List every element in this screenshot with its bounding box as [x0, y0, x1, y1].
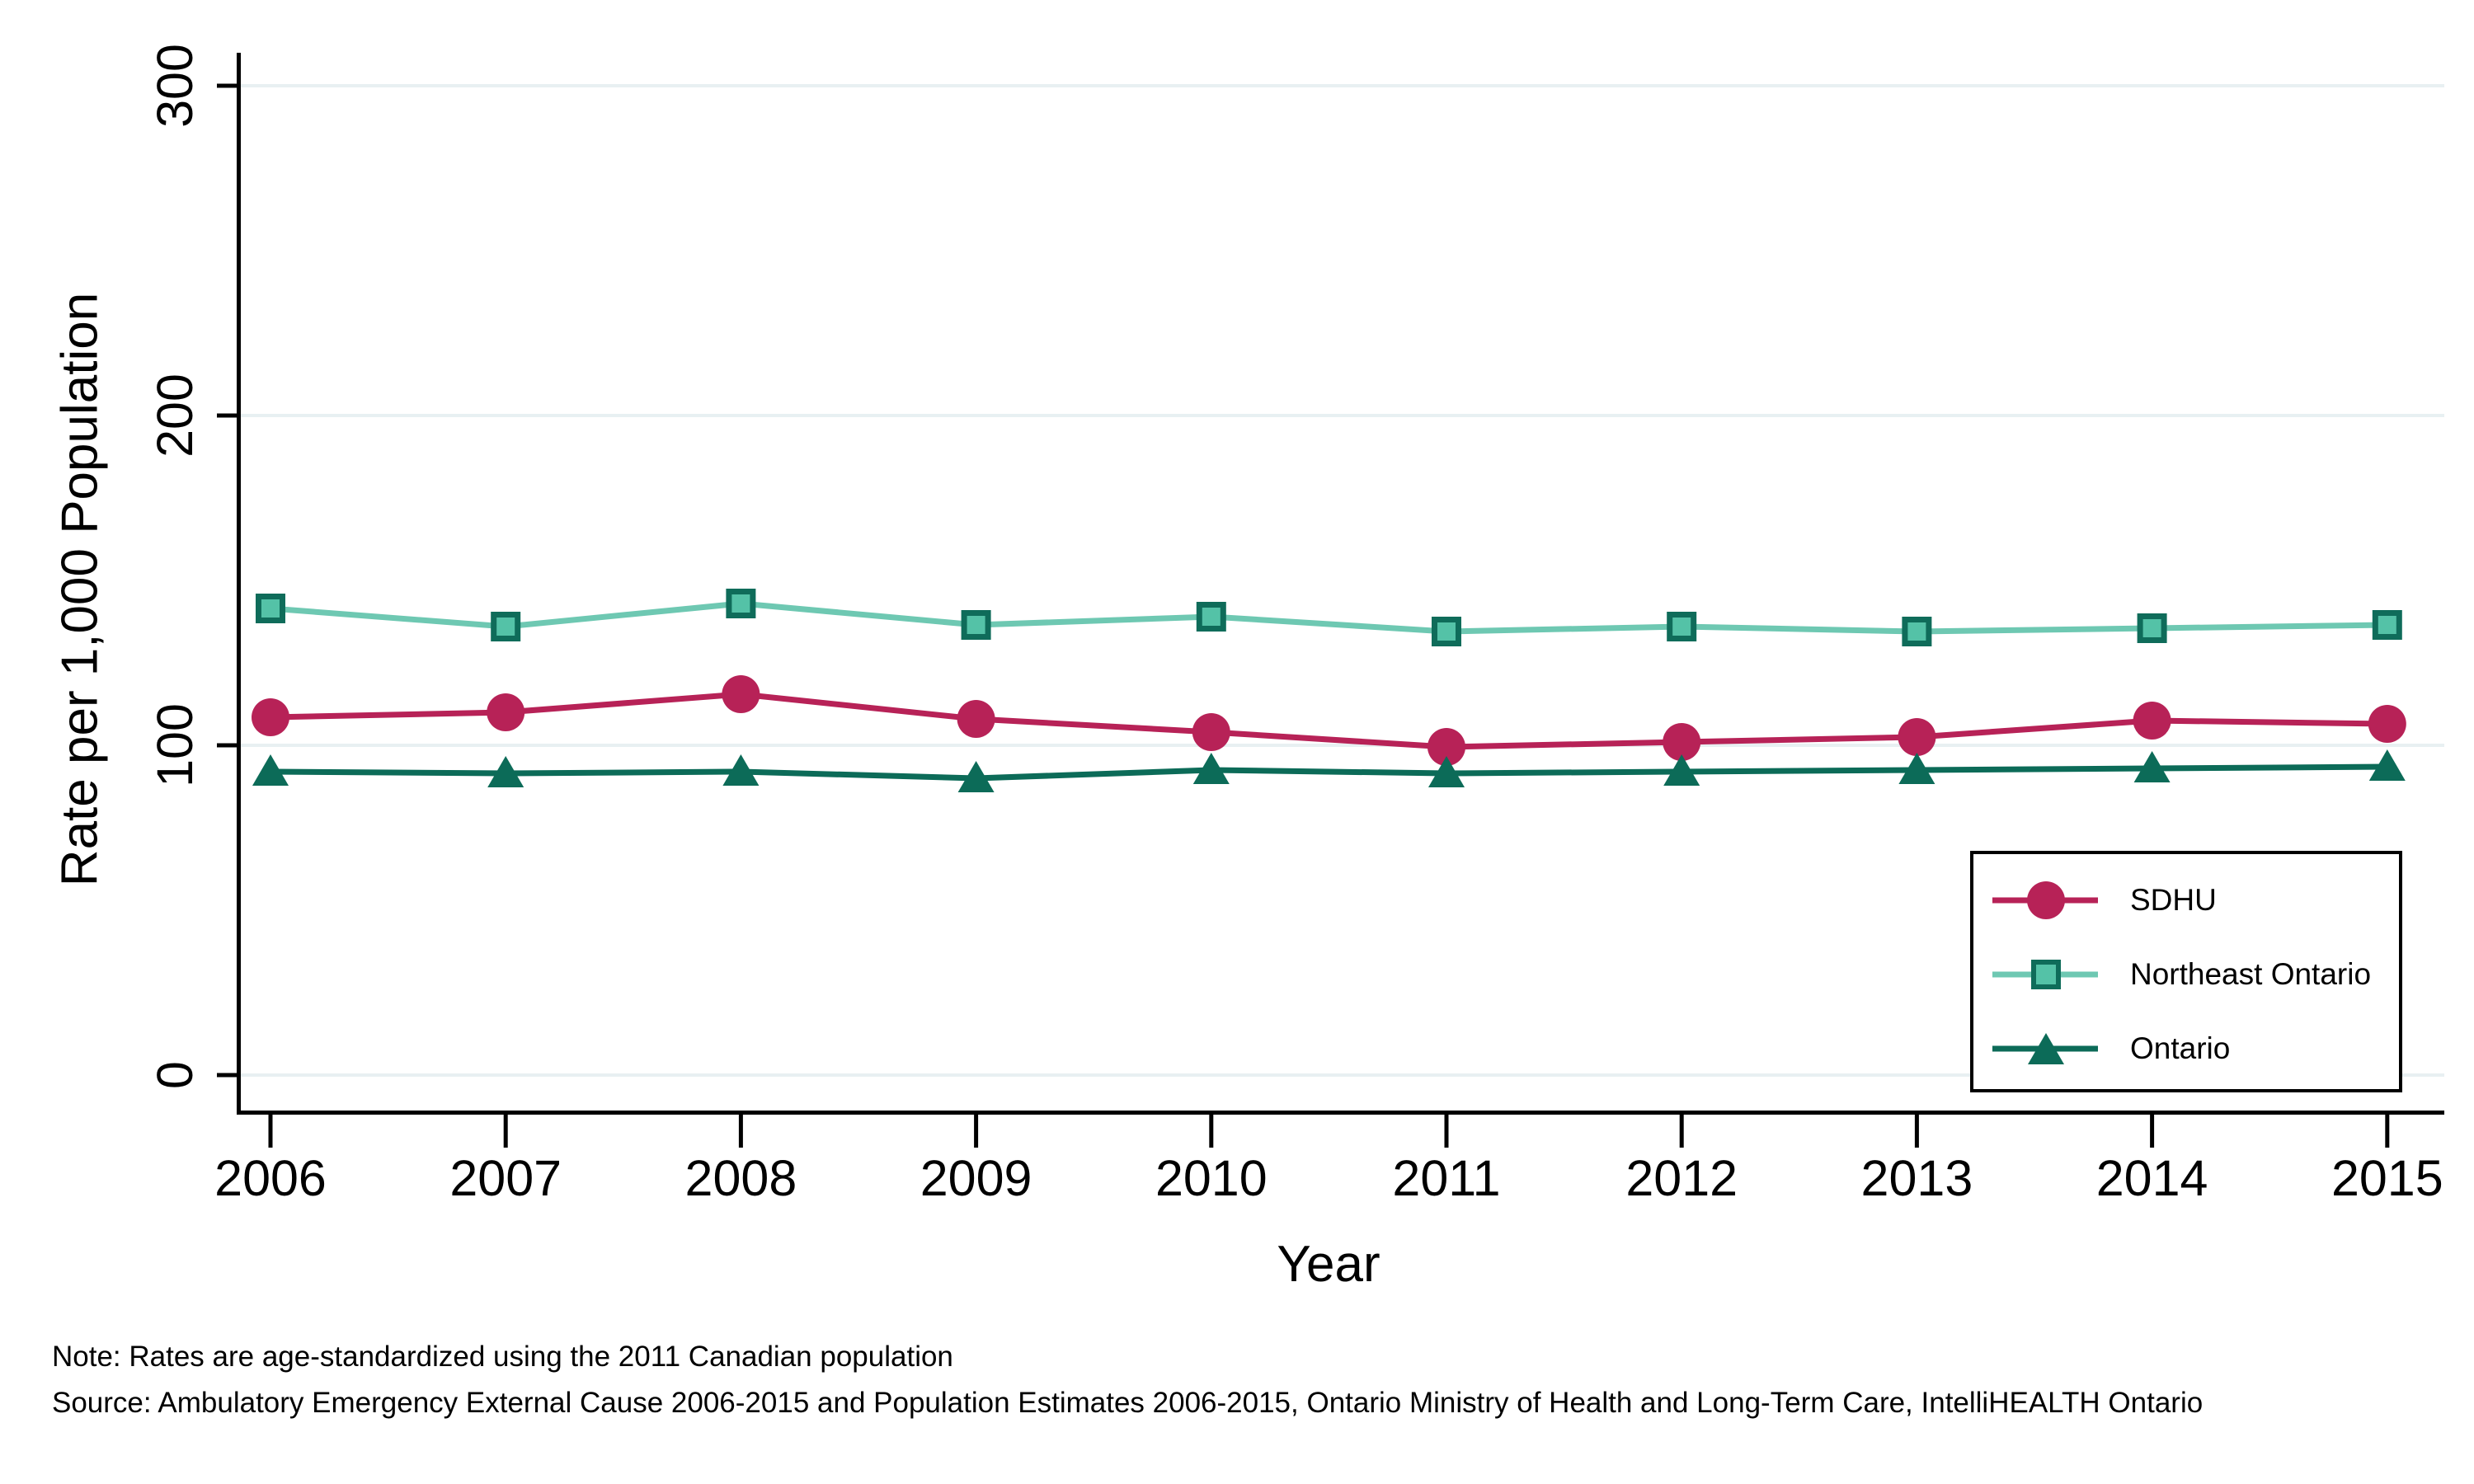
- legend-swatch-sdhu: [1973, 877, 2130, 923]
- data-point-sdhu-2007: [487, 693, 525, 731]
- legend-item-sdhu: SDHU: [1973, 877, 2399, 923]
- note-text: Note: Rates are age-standardized using t…: [52, 1341, 953, 1373]
- data-point-sdhu-2015: [2368, 705, 2406, 743]
- data-point-northeast-ontario-2011: [1432, 617, 1461, 646]
- triangle-marker-icon: [2028, 1033, 2064, 1064]
- x-tick-label-2012: 2012: [1625, 1150, 1738, 1206]
- legend-item-northeast-ontario: Northeast Ontario: [1973, 951, 2399, 998]
- x-tick-label-2009: 2009: [920, 1150, 1032, 1206]
- data-point-ontario-2013: [1898, 753, 1935, 784]
- circle-marker-icon: [2027, 881, 2065, 919]
- x-tick-label-2014: 2014: [2096, 1150, 2208, 1206]
- x-tick-label-2015: 2015: [2331, 1150, 2443, 1206]
- y-tick-label-100: 100: [147, 703, 203, 787]
- y-axis-title: Rate per 1,000 Population: [51, 292, 109, 887]
- data-point-sdhu-2009: [957, 700, 995, 738]
- series-line-ontario: [270, 763, 2387, 782]
- series-line-northeast-ontario: [270, 600, 2387, 635]
- legend: SDHU Northeast Ontario Ontario: [1970, 851, 2402, 1092]
- data-point-ontario-2009: [957, 761, 995, 792]
- square-marker-icon: [2031, 960, 2061, 989]
- legend-swatch-northeast-ontario: [1973, 951, 2130, 998]
- data-point-northeast-ontario-2012: [1667, 612, 1697, 641]
- data-point-northeast-ontario-2006: [256, 594, 285, 623]
- legend-item-ontario: Ontario: [1973, 1026, 2399, 1072]
- data-point-sdhu-2013: [1898, 718, 1936, 756]
- data-point-ontario-2014: [2133, 751, 2171, 782]
- x-tick-label-2011: 2011: [1392, 1150, 1500, 1206]
- data-point-ontario-2012: [1663, 754, 1700, 786]
- data-point-northeast-ontario-2009: [961, 610, 991, 640]
- x-tick-label-2007: 2007: [449, 1150, 562, 1206]
- data-point-ontario-2015: [2368, 749, 2406, 781]
- x-axis-title: Year: [1277, 1236, 1380, 1293]
- data-point-ontario-2011: [1428, 756, 1465, 787]
- legend-swatch-ontario: [1973, 1026, 2130, 1072]
- x-tick-label-2013: 2013: [1861, 1150, 1973, 1206]
- data-point-northeast-ontario-2013: [1902, 617, 1932, 646]
- data-point-ontario-2006: [252, 754, 289, 786]
- data-point-sdhu-2012: [1663, 723, 1701, 761]
- data-point-ontario-2008: [722, 754, 760, 786]
- x-tick-label-2010: 2010: [1155, 1150, 1268, 1206]
- series-line-sdhu: [270, 691, 2387, 750]
- x-tick-label-2006: 2006: [214, 1150, 327, 1206]
- data-point-sdhu-2014: [2133, 702, 2171, 740]
- data-point-sdhu-2011: [1427, 728, 1465, 766]
- data-point-northeast-ontario-2010: [1196, 602, 1226, 632]
- x-tick-label-2008: 2008: [685, 1150, 797, 1206]
- data-point-sdhu-2010: [1192, 713, 1230, 751]
- legend-label-sdhu: SDHU: [2130, 883, 2217, 917]
- data-point-northeast-ontario-2015: [2372, 610, 2402, 640]
- legend-label-ontario: Ontario: [2130, 1031, 2231, 1065]
- data-point-ontario-2010: [1192, 753, 1230, 784]
- y-tick-label-0: 0: [147, 1061, 203, 1089]
- data-point-sdhu-2006: [252, 698, 289, 736]
- source-text: Source: Ambulatory Emergency External Ca…: [52, 1387, 2204, 1419]
- y-tick-label-300: 300: [147, 44, 203, 128]
- data-point-sdhu-2008: [722, 675, 760, 713]
- data-point-ontario-2007: [487, 756, 524, 787]
- data-point-northeast-ontario-2014: [2137, 613, 2167, 643]
- data-point-northeast-ontario-2007: [491, 612, 521, 641]
- data-point-northeast-ontario-2008: [726, 589, 756, 618]
- y-tick-label-200: 200: [147, 373, 203, 458]
- legend-label-northeast-ontario: Northeast Ontario: [2130, 957, 2372, 991]
